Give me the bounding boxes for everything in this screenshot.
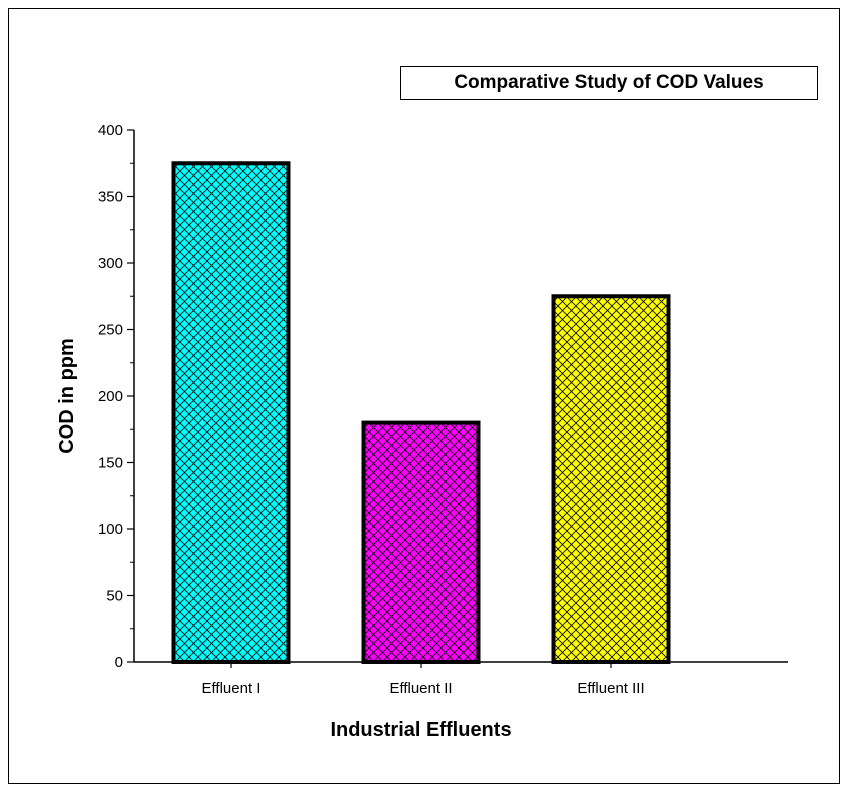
- y-tick-label: 350: [98, 189, 123, 206]
- y-tick-label: 50: [106, 588, 123, 605]
- y-axis-title: COD in ppm: [56, 338, 78, 454]
- chart-frame: [8, 8, 840, 784]
- bar: [361, 420, 481, 664]
- y-tick-label: 400: [98, 122, 123, 139]
- bar: [551, 294, 671, 664]
- x-tick-label: Effluent II: [389, 680, 452, 697]
- y-tick-label: 250: [98, 322, 123, 339]
- bar: [171, 161, 291, 664]
- x-tick-label: Effluent III: [577, 680, 644, 697]
- chart-title: Comparative Study of COD Values: [400, 66, 818, 100]
- x-axis-title: Industrial Effluents: [330, 719, 511, 741]
- x-tick-label: Effluent I: [202, 680, 261, 697]
- y-tick-label: 300: [98, 255, 123, 272]
- y-tick-label: 0: [115, 654, 123, 671]
- y-tick-label: 200: [98, 388, 123, 405]
- y-tick-label: 100: [98, 521, 123, 538]
- y-tick-label: 150: [98, 455, 123, 472]
